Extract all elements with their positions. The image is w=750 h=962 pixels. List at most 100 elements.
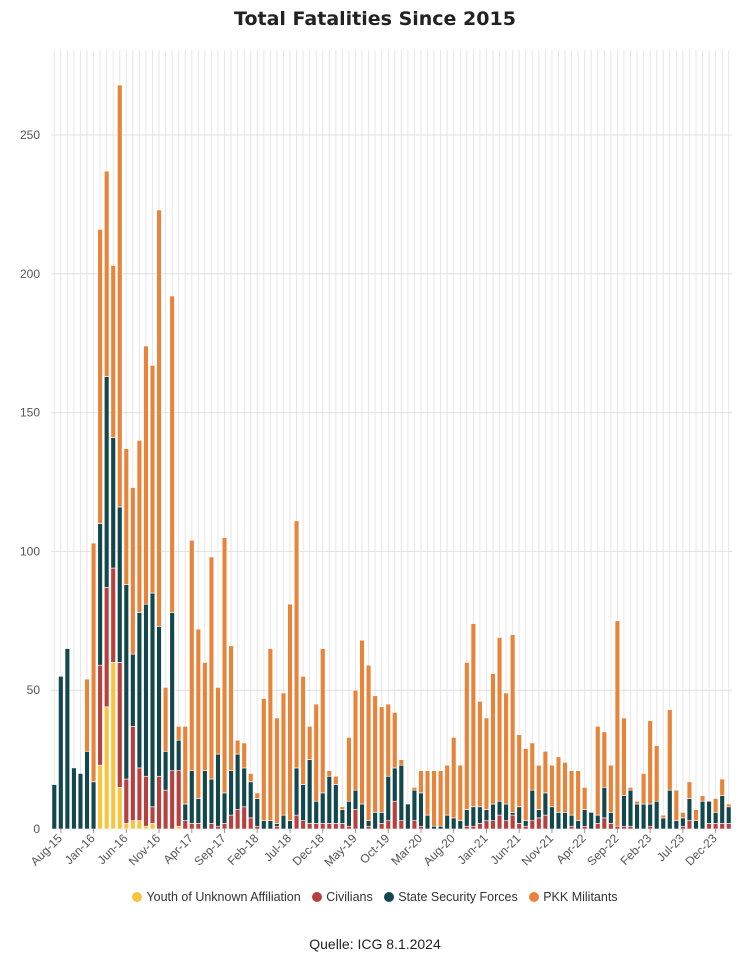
bar-segment-civilians (398, 820, 404, 830)
bar-segment-civilians (162, 789, 169, 830)
legend-label: State Security Forces (398, 890, 518, 904)
x-tick-label: Jan-16 (62, 831, 98, 867)
bar-segment-youth-of-unknown-affiliation (136, 820, 143, 830)
bar-segment-state-security-forces (274, 823, 280, 827)
bar-segment-state-security-forces (359, 803, 365, 830)
bar-segment-pkk-militants (359, 639, 365, 805)
bar-segment-pkk-militants (470, 623, 477, 808)
bar-segment-state-security-forces (90, 781, 97, 830)
x-tick-label: Sep-22 (584, 831, 621, 868)
bar-segment-pkk-militants (719, 778, 725, 796)
bar-segment-civilians (208, 823, 215, 830)
bar-segment-pkk-militants (667, 709, 673, 791)
legend-swatch (132, 892, 143, 902)
bar-segment-pkk-militants (411, 787, 418, 791)
bar-segment-civilians (326, 823, 332, 830)
bar-segment-state-security-forces (97, 523, 103, 666)
bar-segment-civilians (529, 820, 535, 830)
bar-segment-pkk-militants (241, 742, 247, 769)
y-tick-label: 0 (33, 822, 40, 836)
bar-segment-civilians (143, 775, 149, 827)
bar-segment-pkk-militants (503, 692, 509, 805)
bar-segment-pkk-militants (523, 748, 529, 821)
bar-segment-civilians (464, 825, 470, 830)
x-tick-label: Jun-21 (487, 831, 523, 867)
bar-segment-pkk-militants (490, 673, 496, 805)
legend-item-youth[interactable]: Youth of Unknown Affiliation (132, 890, 301, 904)
bar-segment-state-security-forces (529, 789, 535, 821)
bar-segment-civilians (411, 820, 418, 830)
bar-segment-state-security-forces (156, 626, 162, 777)
bar-segment-pkk-militants (176, 725, 182, 741)
bar-segment-pkk-militants (333, 775, 339, 785)
bar-segment-pkk-militants (634, 800, 640, 805)
bar-segment-pkk-militants (509, 634, 516, 813)
bar-segment-state-security-forces (182, 803, 188, 821)
bar-segment-pkk-militants (274, 717, 280, 824)
bar-segment-civilians (228, 814, 234, 830)
bar-segment-civilians (352, 809, 359, 830)
bar-segment-state-security-forces (647, 803, 653, 827)
bar-segment-pkk-militants (660, 814, 666, 819)
bar-segment-state-security-forces (58, 676, 64, 830)
legend-item-state-security[interactable]: State Security Forces (384, 890, 518, 904)
bar-segment-civilians (712, 823, 719, 830)
bar-segment-state-security-forces (418, 792, 424, 827)
bar-segment-civilians (726, 823, 732, 830)
bar-segment-state-security-forces (536, 809, 542, 819)
legend-item-pkk[interactable]: PKK Militants (529, 890, 618, 904)
bar-segment-civilians (293, 814, 300, 830)
bar-segment-civilians (418, 825, 424, 830)
bar-segment-civilians (470, 825, 477, 830)
chart-title: Total Fatalities Since 2015 (234, 8, 516, 30)
x-tick-label: Feb-23 (617, 831, 654, 868)
bar-segment-civilians (274, 825, 280, 830)
bar-segment-civilians (621, 825, 627, 830)
legend-item-civilians[interactable]: Civilians (312, 890, 373, 904)
bar-segment-state-security-forces (470, 806, 477, 827)
bar-segment-state-security-forces (549, 806, 555, 830)
bar-segment-state-security-forces (267, 820, 274, 830)
bar-segment-civilians (254, 825, 260, 830)
bar-segment-state-security-forces (582, 809, 588, 827)
bar-segment-pkk-militants (293, 520, 300, 769)
bar-segment-state-security-forces (326, 775, 332, 824)
bar-segment-civilians (248, 817, 254, 830)
bar-segment-pkk-militants (97, 229, 103, 524)
bar-segment-pkk-militants (385, 703, 391, 777)
bar-segment-pkk-militants (313, 703, 319, 802)
bar-segment-civilians (647, 825, 653, 830)
bar-segment-civilians (169, 770, 175, 830)
bar-segment-pkk-militants (542, 750, 549, 794)
bar-segment-state-security-forces (621, 795, 627, 827)
bar-segment-pkk-militants (431, 770, 437, 827)
bar-segment-state-security-forces (555, 812, 562, 830)
bar-segment-state-security-forces (457, 820, 463, 830)
bar-segment-pkk-militants (182, 725, 188, 805)
bar-segment-pkk-militants (568, 770, 575, 816)
bar-segment-civilians (719, 823, 725, 830)
bar-segment-pkk-militants (549, 764, 555, 808)
bar-segment-state-security-forces (392, 767, 398, 802)
bar-segment-pkk-militants (392, 712, 398, 769)
bar-segment-pkk-militants (372, 695, 378, 813)
bar-segment-pkk-militants (437, 770, 444, 827)
bar-segment-pkk-militants (464, 662, 470, 810)
bar-segment-state-security-forces (640, 803, 647, 830)
bar-segment-youth-of-unknown-affiliation (117, 787, 123, 830)
bar-segment-pkk-militants (379, 706, 385, 813)
bar-segment-pkk-militants (673, 789, 679, 821)
bar-segment-civilians (234, 809, 241, 830)
bar-segment-pkk-militants (84, 678, 90, 752)
bar-segment-state-security-forces (424, 814, 431, 830)
bar-segment-state-security-forces (509, 812, 516, 816)
x-tick-label: Nov-16 (126, 831, 163, 868)
bar-segment-state-security-forces (136, 612, 143, 769)
bar-segment-civilians (365, 825, 372, 830)
bar-segment-civilians (536, 817, 542, 830)
bar-segment-civilians (392, 800, 398, 830)
bar-segment-state-security-forces (523, 820, 529, 827)
bar-segment-state-security-forces (496, 800, 503, 816)
bar-segment-pkk-militants (595, 725, 601, 816)
bar-segment-pkk-militants (444, 764, 450, 816)
